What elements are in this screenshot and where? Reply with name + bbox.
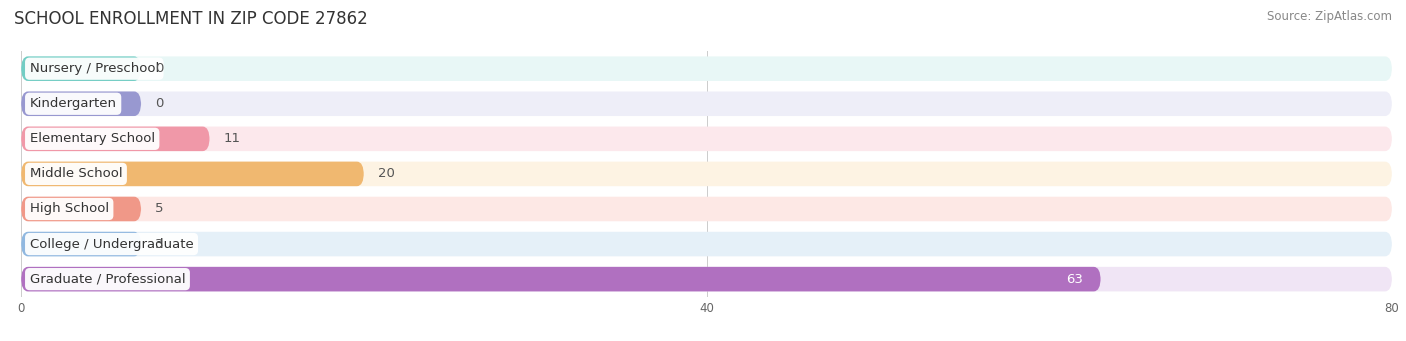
Text: College / Undergraduate: College / Undergraduate xyxy=(30,238,194,251)
Text: 3: 3 xyxy=(155,238,163,251)
FancyBboxPatch shape xyxy=(21,267,1101,292)
FancyBboxPatch shape xyxy=(21,162,1392,186)
Text: 63: 63 xyxy=(1067,273,1084,286)
Text: SCHOOL ENROLLMENT IN ZIP CODE 27862: SCHOOL ENROLLMENT IN ZIP CODE 27862 xyxy=(14,10,368,28)
FancyBboxPatch shape xyxy=(21,162,364,186)
FancyBboxPatch shape xyxy=(21,127,1392,151)
FancyBboxPatch shape xyxy=(21,91,1392,116)
Text: Source: ZipAtlas.com: Source: ZipAtlas.com xyxy=(1267,10,1392,23)
FancyBboxPatch shape xyxy=(21,232,141,256)
Text: High School: High School xyxy=(30,203,108,216)
Text: 0: 0 xyxy=(155,97,163,110)
Text: 5: 5 xyxy=(155,203,163,216)
Text: Graduate / Professional: Graduate / Professional xyxy=(30,273,186,286)
Text: 0: 0 xyxy=(155,62,163,75)
FancyBboxPatch shape xyxy=(21,197,141,221)
Text: Middle School: Middle School xyxy=(30,167,122,180)
Text: 20: 20 xyxy=(377,167,395,180)
FancyBboxPatch shape xyxy=(21,56,1392,81)
Text: 11: 11 xyxy=(224,132,240,145)
FancyBboxPatch shape xyxy=(21,197,1392,221)
FancyBboxPatch shape xyxy=(21,91,141,116)
FancyBboxPatch shape xyxy=(21,127,209,151)
FancyBboxPatch shape xyxy=(21,56,141,81)
FancyBboxPatch shape xyxy=(21,267,1392,292)
FancyBboxPatch shape xyxy=(21,232,1392,256)
Text: Nursery / Preschool: Nursery / Preschool xyxy=(30,62,159,75)
Text: Kindergarten: Kindergarten xyxy=(30,97,117,110)
Text: Elementary School: Elementary School xyxy=(30,132,155,145)
